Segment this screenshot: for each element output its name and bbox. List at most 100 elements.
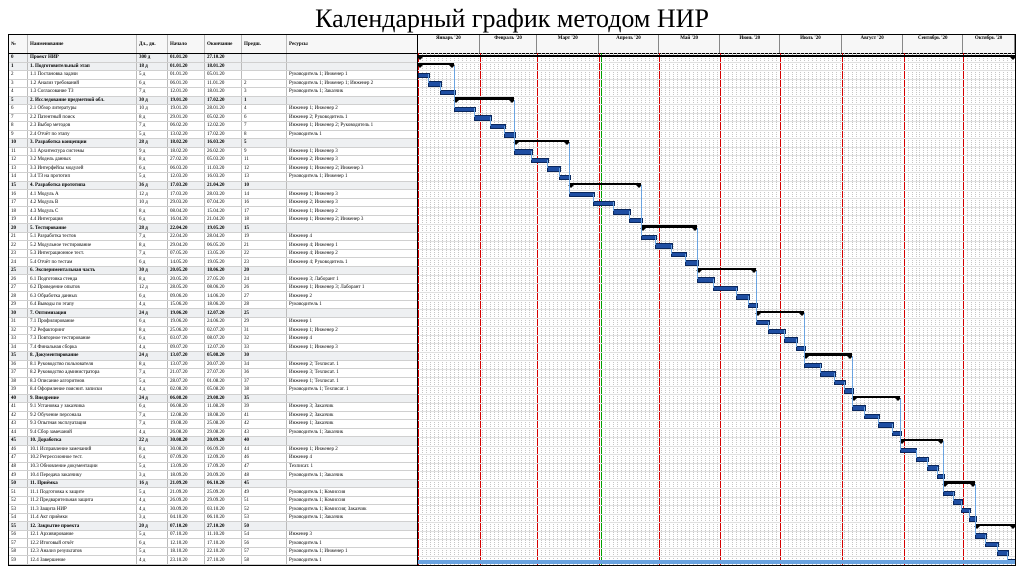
table-row[interactable]: 5111.1 Подготовка к защите5 д21.09.2025.… <box>9 488 417 497</box>
task-bar[interactable] <box>629 218 643 223</box>
table-row[interactable]: 72.2 Патентный поиск8 д29.01.2005.02.206… <box>9 114 417 123</box>
table-row[interactable]: 41.3 Согласование ТЗ7 д12.01.2018.01.203… <box>9 88 417 97</box>
task-bar[interactable] <box>985 542 999 547</box>
table-row[interactable]: 419.1 Установка у заказчика6 д06.08.2011… <box>9 403 417 412</box>
table-row[interactable]: 5211.2 Предварительная защита4 д26.09.20… <box>9 497 417 506</box>
task-bar[interactable] <box>428 81 442 86</box>
task-bar[interactable] <box>547 166 561 171</box>
task-bar[interactable] <box>418 73 430 78</box>
task-bar[interactable] <box>504 132 516 137</box>
table-row[interactable]: 92.4 Отчёт по этапу5 д13.02.2017.02.208Р… <box>9 131 417 140</box>
table-row[interactable]: 398.4 Оформление пояснит. записки4 д02.0… <box>9 386 417 395</box>
table-row[interactable]: 133.3 Интерфейсы модулей6 д06.03.2011.03… <box>9 165 417 174</box>
summary-bar[interactable] <box>418 63 454 65</box>
table-row[interactable]: 409. Внедрение24 д06.08.2029.08.2035 <box>9 395 417 404</box>
table-row[interactable]: 266.1 Подготовка стенда8 д20.05.2027.05.… <box>9 275 417 284</box>
summary-bar[interactable] <box>943 481 975 483</box>
task-bar[interactable] <box>852 405 866 410</box>
task-bar[interactable] <box>490 124 506 129</box>
task-bar[interactable] <box>613 209 631 214</box>
table-row[interactable]: 184.3 Модуль С8 д08.04.2015.04.2017Инжен… <box>9 207 417 216</box>
table-row[interactable]: 245.4 Отчёт по тестам6 д14.05.2019.05.20… <box>9 258 417 267</box>
table-row[interactable]: 388.3 Описание алгоритмов5 д28.07.2001.0… <box>9 378 417 387</box>
table-row[interactable]: 123.2 Модель данных8 д27.02.2005.03.2011… <box>9 156 417 165</box>
task-bar[interactable] <box>892 431 902 436</box>
table-row[interactable]: 21.1 Постановка задачи5 д01.01.2005.01.2… <box>9 71 417 80</box>
table-row[interactable]: 31.2 Анализ требований6 д06.01.2011.01.2… <box>9 80 417 89</box>
table-row[interactable]: 113.1 Архитектура системы9 д18.02.2026.0… <box>9 148 417 157</box>
table-row[interactable]: 5712.2 Итоговый отчёт6 д12.10.2017.10.20… <box>9 539 417 548</box>
table-row[interactable]: 52. Исследование предметной обл.30 д19.0… <box>9 97 417 106</box>
task-bar[interactable] <box>916 457 930 462</box>
table-row[interactable]: 11. Подготовительный этап18 д01.01.2018.… <box>9 63 417 72</box>
task-bar[interactable] <box>559 175 571 180</box>
table-row[interactable]: 5011. Приёмка16 д21.09.2006.10.2045 <box>9 480 417 489</box>
table-row[interactable]: 317.1 Профилирование6 д19.06.2024.06.202… <box>9 318 417 327</box>
task-bar[interactable] <box>937 474 945 479</box>
table-row[interactable]: 164.1 Модуль А12 д17.03.2028.03.2014Инже… <box>9 190 417 199</box>
summary-bar[interactable] <box>641 225 697 227</box>
table-row[interactable]: 276.2 Проведение опытов12 д28.05.2008.06… <box>9 284 417 293</box>
table-row[interactable]: 225.2 Модульное тестирование8 д29.04.200… <box>9 241 417 250</box>
table-row[interactable]: 5311.3 Защита НИР4 д30.09.2003.10.2052Ру… <box>9 505 417 514</box>
table-row[interactable]: 0Проект НИР300 д01.01.2027.10.20 <box>9 54 417 63</box>
task-bar[interactable] <box>975 533 987 538</box>
table-row[interactable]: 103. Разработка концепции28 д18.02.2016.… <box>9 139 417 148</box>
table-row[interactable]: 4810.3 Обновление документации5 д13.09.2… <box>9 463 417 472</box>
table-row[interactable]: 194.4 Интеграция6 д16.04.2021.04.2018Инж… <box>9 216 417 225</box>
task-bar[interactable] <box>961 508 971 513</box>
table-row[interactable]: 4510. Доработка22 д30.08.2020.09.2040 <box>9 437 417 446</box>
table-row[interactable]: 62.1 Обзор литературы10 д19.01.2028.01.2… <box>9 105 417 114</box>
table-row[interactable]: 5912.4 Завершение4 д23.10.2027.10.2058Ру… <box>9 556 417 565</box>
task-bar[interactable] <box>834 380 846 385</box>
summary-bar[interactable] <box>804 353 852 355</box>
table-row[interactable]: 296.4 Выводы по этапу4 д15.06.2018.06.20… <box>9 301 417 310</box>
summary-bar[interactable] <box>697 268 757 270</box>
task-bar[interactable] <box>796 346 806 351</box>
table-row[interactable]: 358. Документирование24 д13.07.2005.08.2… <box>9 352 417 361</box>
table-row[interactable]: 347.4 Финальная сборка4 д09.07.2012.07.2… <box>9 344 417 353</box>
task-bar[interactable] <box>736 294 750 299</box>
task-bar[interactable] <box>768 329 786 334</box>
table-row[interactable]: 449.4 Сбор замечаний4 д26.08.2029.08.204… <box>9 429 417 438</box>
task-bar[interactable] <box>864 414 880 419</box>
summary-bar[interactable] <box>900 439 944 441</box>
table-row[interactable]: 4910.4 Передача заказчику3 д18.09.2020.0… <box>9 471 417 480</box>
summary-bar[interactable] <box>569 183 641 185</box>
summary-bar[interactable] <box>852 396 900 398</box>
task-bar[interactable] <box>474 115 492 120</box>
task-bar[interactable] <box>685 260 699 265</box>
table-row[interactable]: 378.2 Руководство администратора7 д21.07… <box>9 369 417 378</box>
table-row[interactable]: 5512. Закрытие проекта20 д07.10.2027.10.… <box>9 522 417 531</box>
task-bar[interactable] <box>756 320 770 325</box>
task-bar[interactable] <box>900 448 918 453</box>
task-bar[interactable] <box>844 388 854 393</box>
task-bar[interactable] <box>713 286 739 291</box>
table-row[interactable]: 235.3 Интеграционное тест.7 д07.05.2013.… <box>9 250 417 259</box>
summary-bar[interactable] <box>454 97 514 99</box>
table-row[interactable]: 5612.1 Архивирование5 д07.10.2011.10.205… <box>9 531 417 540</box>
summary-bar[interactable] <box>418 55 1015 57</box>
task-bar[interactable] <box>641 235 657 240</box>
task-bar[interactable] <box>569 192 595 197</box>
table-row[interactable]: 4710.2 Регрессионное тест.6 д07.09.2012.… <box>9 454 417 463</box>
task-bar[interactable] <box>878 422 894 427</box>
table-row[interactable]: 5812.3 Анализ результатов5 д18.10.2022.1… <box>9 548 417 557</box>
task-bar[interactable] <box>997 550 1009 555</box>
table-row[interactable]: 205. Тестирование28 д22.04.2019.05.2015 <box>9 224 417 233</box>
task-bar[interactable] <box>927 465 939 470</box>
task-bar[interactable] <box>655 243 673 248</box>
task-bar[interactable] <box>531 158 549 163</box>
table-row[interactable]: 337.3 Повторное тестирование6 д03.07.200… <box>9 335 417 344</box>
task-bar[interactable] <box>671 252 687 257</box>
task-bar[interactable] <box>820 371 836 376</box>
table-row[interactable]: 174.2 Модуль В10 д29.03.2007.04.2016Инже… <box>9 199 417 208</box>
summary-bar[interactable] <box>756 311 804 313</box>
table-row[interactable]: 439.3 Опытная эксплуатация7 д19.08.2025.… <box>9 420 417 429</box>
task-bar[interactable] <box>514 149 534 154</box>
table-row[interactable]: 286.3 Обработка данных6 д09.06.2014.06.2… <box>9 292 417 301</box>
task-bar[interactable] <box>953 499 963 504</box>
task-bar[interactable] <box>804 363 822 368</box>
task-bar[interactable] <box>969 516 977 521</box>
table-row[interactable]: 429.2 Обучение персонала7 д12.08.2018.08… <box>9 412 417 421</box>
